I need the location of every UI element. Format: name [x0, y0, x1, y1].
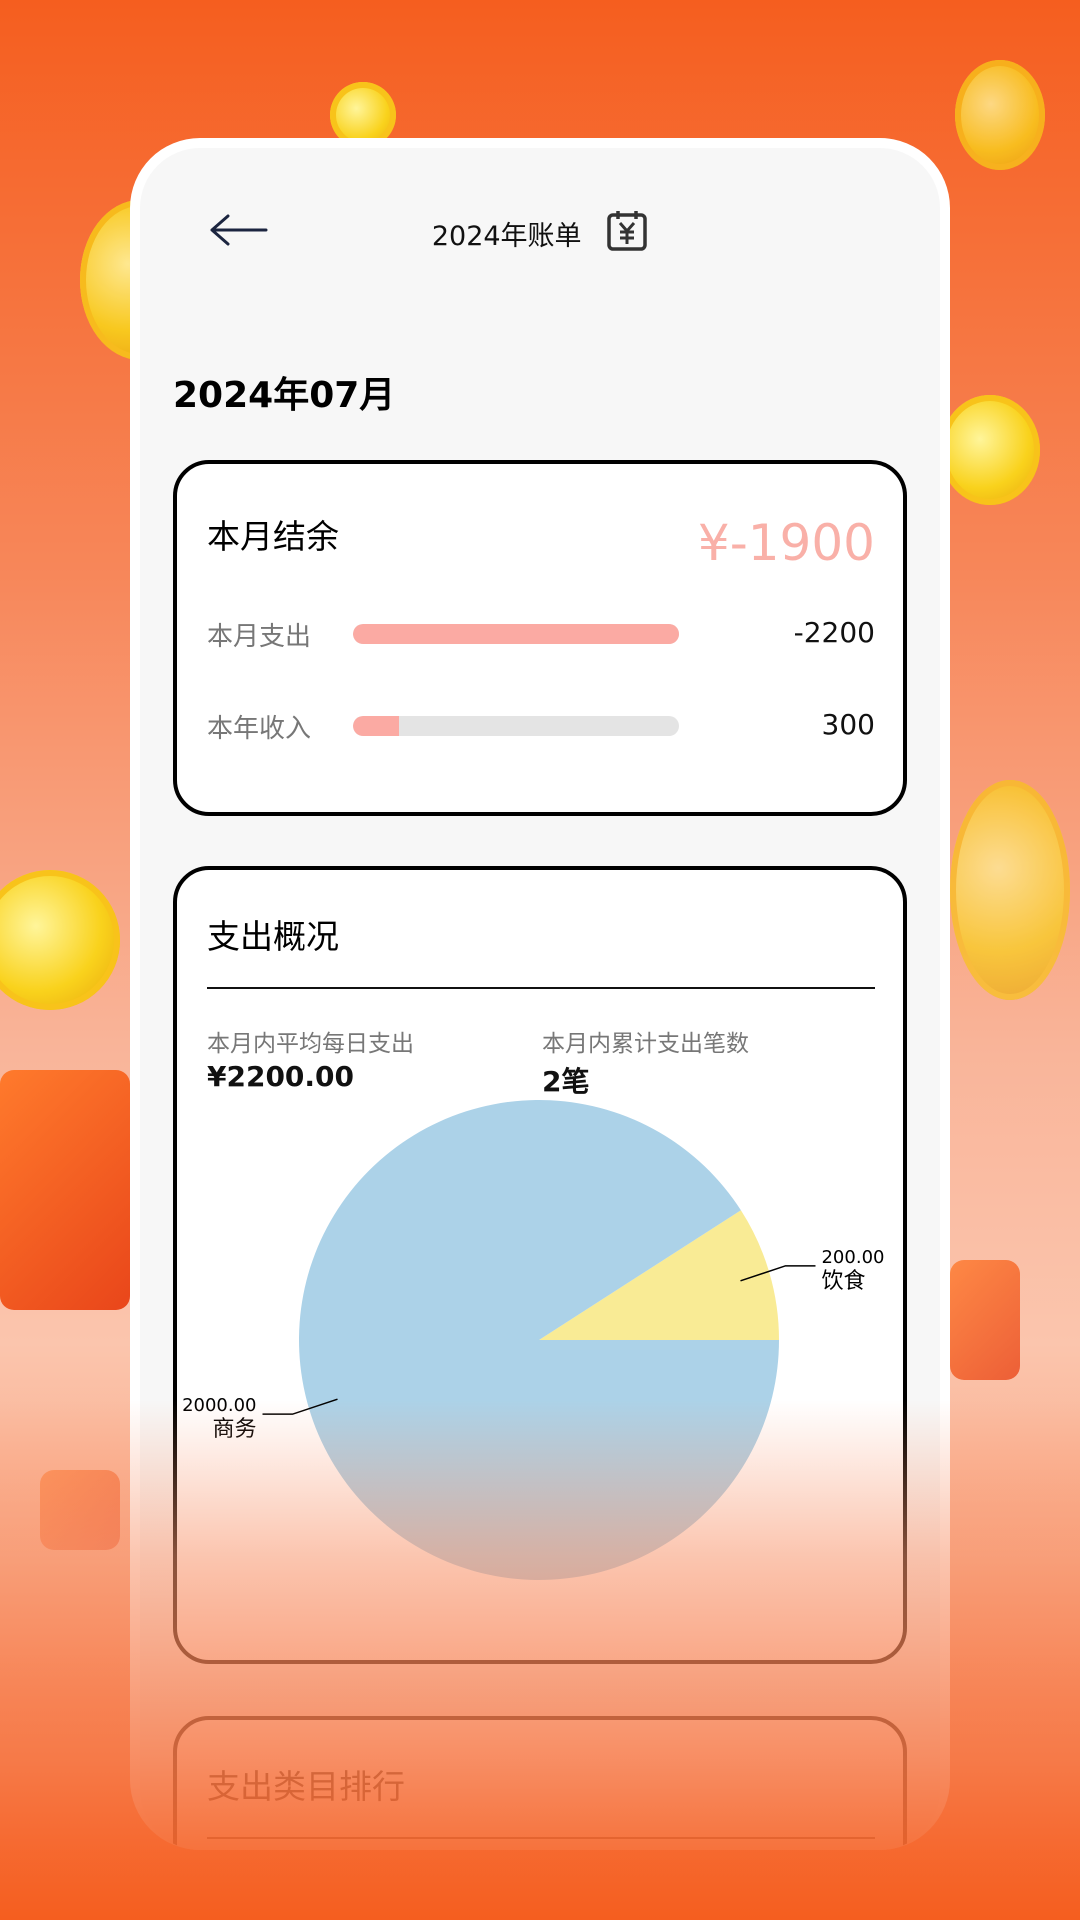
- divider: [207, 987, 875, 989]
- pie-slice-1[interactable]: [299, 1100, 779, 1580]
- expense-overview-card: 支出概况 本月内平均每日支出 ¥2200.00 本月内累计支出笔数 2笔 200…: [173, 866, 907, 1664]
- category-ranking-card: 支出类目排行: [173, 1716, 907, 1850]
- arrow-left-icon: [210, 214, 268, 246]
- coin-decoration: [955, 60, 1045, 170]
- pie-leader-line: [740, 1265, 816, 1282]
- income-label: 本年收入: [207, 714, 312, 744]
- coin-decoration: [940, 395, 1040, 505]
- pie-slice-0[interactable]: [539, 1210, 779, 1340]
- header-title: 2024年账单: [140, 208, 940, 259]
- month-label[interactable]: 2024年07月: [173, 375, 396, 416]
- coin-decoration: [0, 870, 120, 1010]
- balance-amount: ¥-1900: [697, 514, 875, 572]
- expense-progress-fill: [353, 624, 679, 644]
- coin-decoration: [950, 780, 1070, 1000]
- balance-title: 本月结余: [207, 517, 339, 556]
- count-value: 2笔: [542, 1065, 590, 1098]
- back-button[interactable]: [208, 210, 268, 250]
- red-packet-decoration: [0, 1070, 130, 1310]
- red-packet-decoration: [950, 1260, 1020, 1380]
- coin-decoration: [330, 82, 396, 148]
- count-label: 本月内累计支出笔数: [542, 1031, 749, 1057]
- expense-progress-bar: [353, 624, 679, 644]
- income-progress-fill: [353, 716, 399, 736]
- category-ranking-title: 支出类目排行: [207, 1767, 405, 1806]
- expense-value: -2200: [793, 616, 875, 649]
- header-title-text: 2024年账单: [431, 221, 582, 252]
- red-packet-decoration: [40, 1470, 120, 1550]
- divider: [207, 1837, 875, 1839]
- pie-category-label: 饮食: [821, 1269, 865, 1294]
- balance-card: 本月结余 ¥-1900 本月支出 -2200 本年收入 300: [173, 460, 907, 816]
- page-container: 2024年账单 2024年07月 本月结余 ¥-1900 本月支出 -2200 …: [140, 148, 940, 1850]
- calendar-yen-icon[interactable]: [606, 208, 648, 259]
- avg-daily-value: ¥2200.00: [207, 1060, 355, 1093]
- pie-category-label: 商务: [212, 1417, 256, 1442]
- phone-frame: 2024年账单 2024年07月 本月结余 ¥-1900 本月支出 -2200 …: [130, 138, 950, 1850]
- income-progress-bar: [353, 716, 679, 736]
- pie-value-label: 2000.00: [182, 1395, 256, 1416]
- income-value: 300: [821, 708, 875, 741]
- pie-value-label: 200.00: [821, 1247, 884, 1268]
- expense-overview-title: 支出概况: [207, 917, 339, 956]
- expense-label: 本月支出: [207, 622, 312, 652]
- avg-daily-label: 本月内平均每日支出: [207, 1031, 414, 1057]
